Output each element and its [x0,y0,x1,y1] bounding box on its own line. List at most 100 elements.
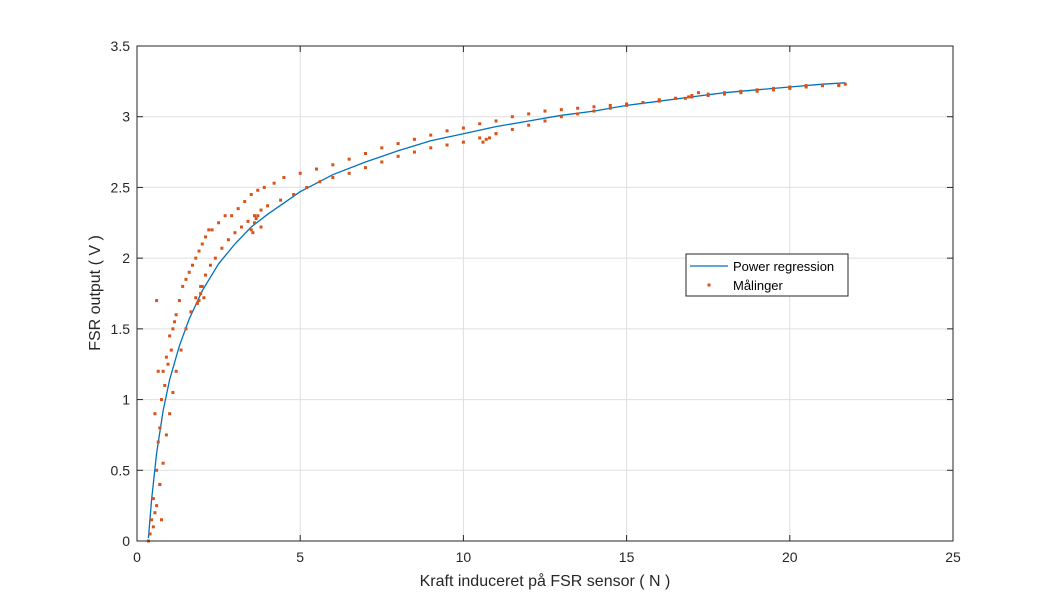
measurement-point [804,84,808,88]
measurement-point [254,217,258,221]
measurement-point [199,284,203,288]
x-tick-label: 0 [133,549,141,565]
y-tick-label: 0.5 [111,462,131,478]
measurement-point [151,525,155,529]
measurement-point [220,246,224,250]
measurement-point [195,301,199,305]
measurement-point [230,214,234,218]
measurement-point [363,151,367,155]
measurement-point [484,137,488,141]
measurement-point [166,362,170,366]
measurement-point [161,369,165,373]
measurement-point [445,129,449,133]
y-axis-label: FSR output ( V ) [87,235,104,351]
measurement-point [253,214,257,218]
measurement-point [249,193,253,196]
measurement-point [755,88,759,92]
measurement-point [380,146,384,150]
measurement-point [204,235,208,239]
measurement-point [246,219,250,223]
measurement-point [169,348,173,352]
measurement-point [243,200,247,204]
measurement-point [494,132,498,136]
y-tick-label: 2 [122,250,130,266]
measurement-point [181,284,185,288]
legend-label-regression: Power regression [733,259,834,274]
measurement-point [478,122,482,126]
measurement-point [194,296,198,300]
measurement-point [200,284,204,288]
y-tick-label: 1.5 [111,321,131,337]
x-tick-label: 10 [456,549,472,565]
measurement-point [318,180,322,184]
measurement-point [197,299,201,303]
measurement-point [494,119,498,123]
measurement-point [197,249,201,253]
measurement-point [543,119,547,123]
measurement-point [190,263,194,267]
measurement-point [179,348,183,352]
measurement-point [173,320,177,324]
measurement-point [208,263,212,267]
measurement-point [199,292,203,295]
measurement-point [706,92,710,96]
y-tick-label: 1 [122,392,130,408]
measurement-point [189,310,193,314]
measurement-point [256,214,260,218]
measurement-point [305,185,309,189]
measurement-point [559,115,563,119]
x-axis-label: Kraft induceret på FSR sensor ( N ) [420,572,671,590]
measurement-point [151,497,155,501]
measurement-point [461,126,465,130]
measurement-point [256,188,260,192]
measurement-point [239,225,243,229]
measurement-point [331,163,335,167]
measurement-point [194,256,198,260]
measurement-point [683,96,687,100]
measurement-point [249,228,253,232]
measurement-point [164,355,168,359]
power-regression-line [147,82,846,539]
measurement-point [396,154,400,158]
measurement-point [687,95,691,99]
measurement-point [657,99,661,103]
measurement-point [272,181,276,185]
measurement-points [146,82,847,543]
measurement-point [161,461,165,465]
measurement-point [223,214,227,218]
measurement-point [174,369,178,373]
measurement-point [543,109,547,113]
measurement-point [155,504,159,508]
measurement-point [159,518,163,522]
measurement-point [217,221,221,225]
measurement-point [592,109,596,113]
measurement-point [262,185,266,189]
measurement-point [184,327,188,331]
measurement-point [820,84,824,88]
measurement-point [168,412,172,416]
measurement-point [396,142,400,146]
measurement-point [163,383,167,387]
measurement-point [625,103,629,107]
measurement-point [292,193,296,196]
measurement-point [510,115,514,119]
measurement-point [674,96,678,100]
measurement-point [153,511,157,515]
y-tick-label: 3.5 [111,38,131,54]
measurement-point [690,94,694,97]
measurement-point [168,334,172,338]
y-tick-label: 3 [122,109,130,125]
measurement-point [363,166,367,170]
x-tick-label: 20 [782,549,798,565]
measurement-point [159,398,163,402]
measurement-point [213,256,217,260]
measurement-point [527,112,531,116]
measurement-point [155,299,159,303]
measurement-point [331,176,335,180]
plot-frame [136,45,954,542]
measurement-point [412,137,416,141]
measurement-point [315,167,319,171]
measurement-point [510,127,514,131]
legend-box [685,253,849,297]
measurement-point [266,204,270,208]
